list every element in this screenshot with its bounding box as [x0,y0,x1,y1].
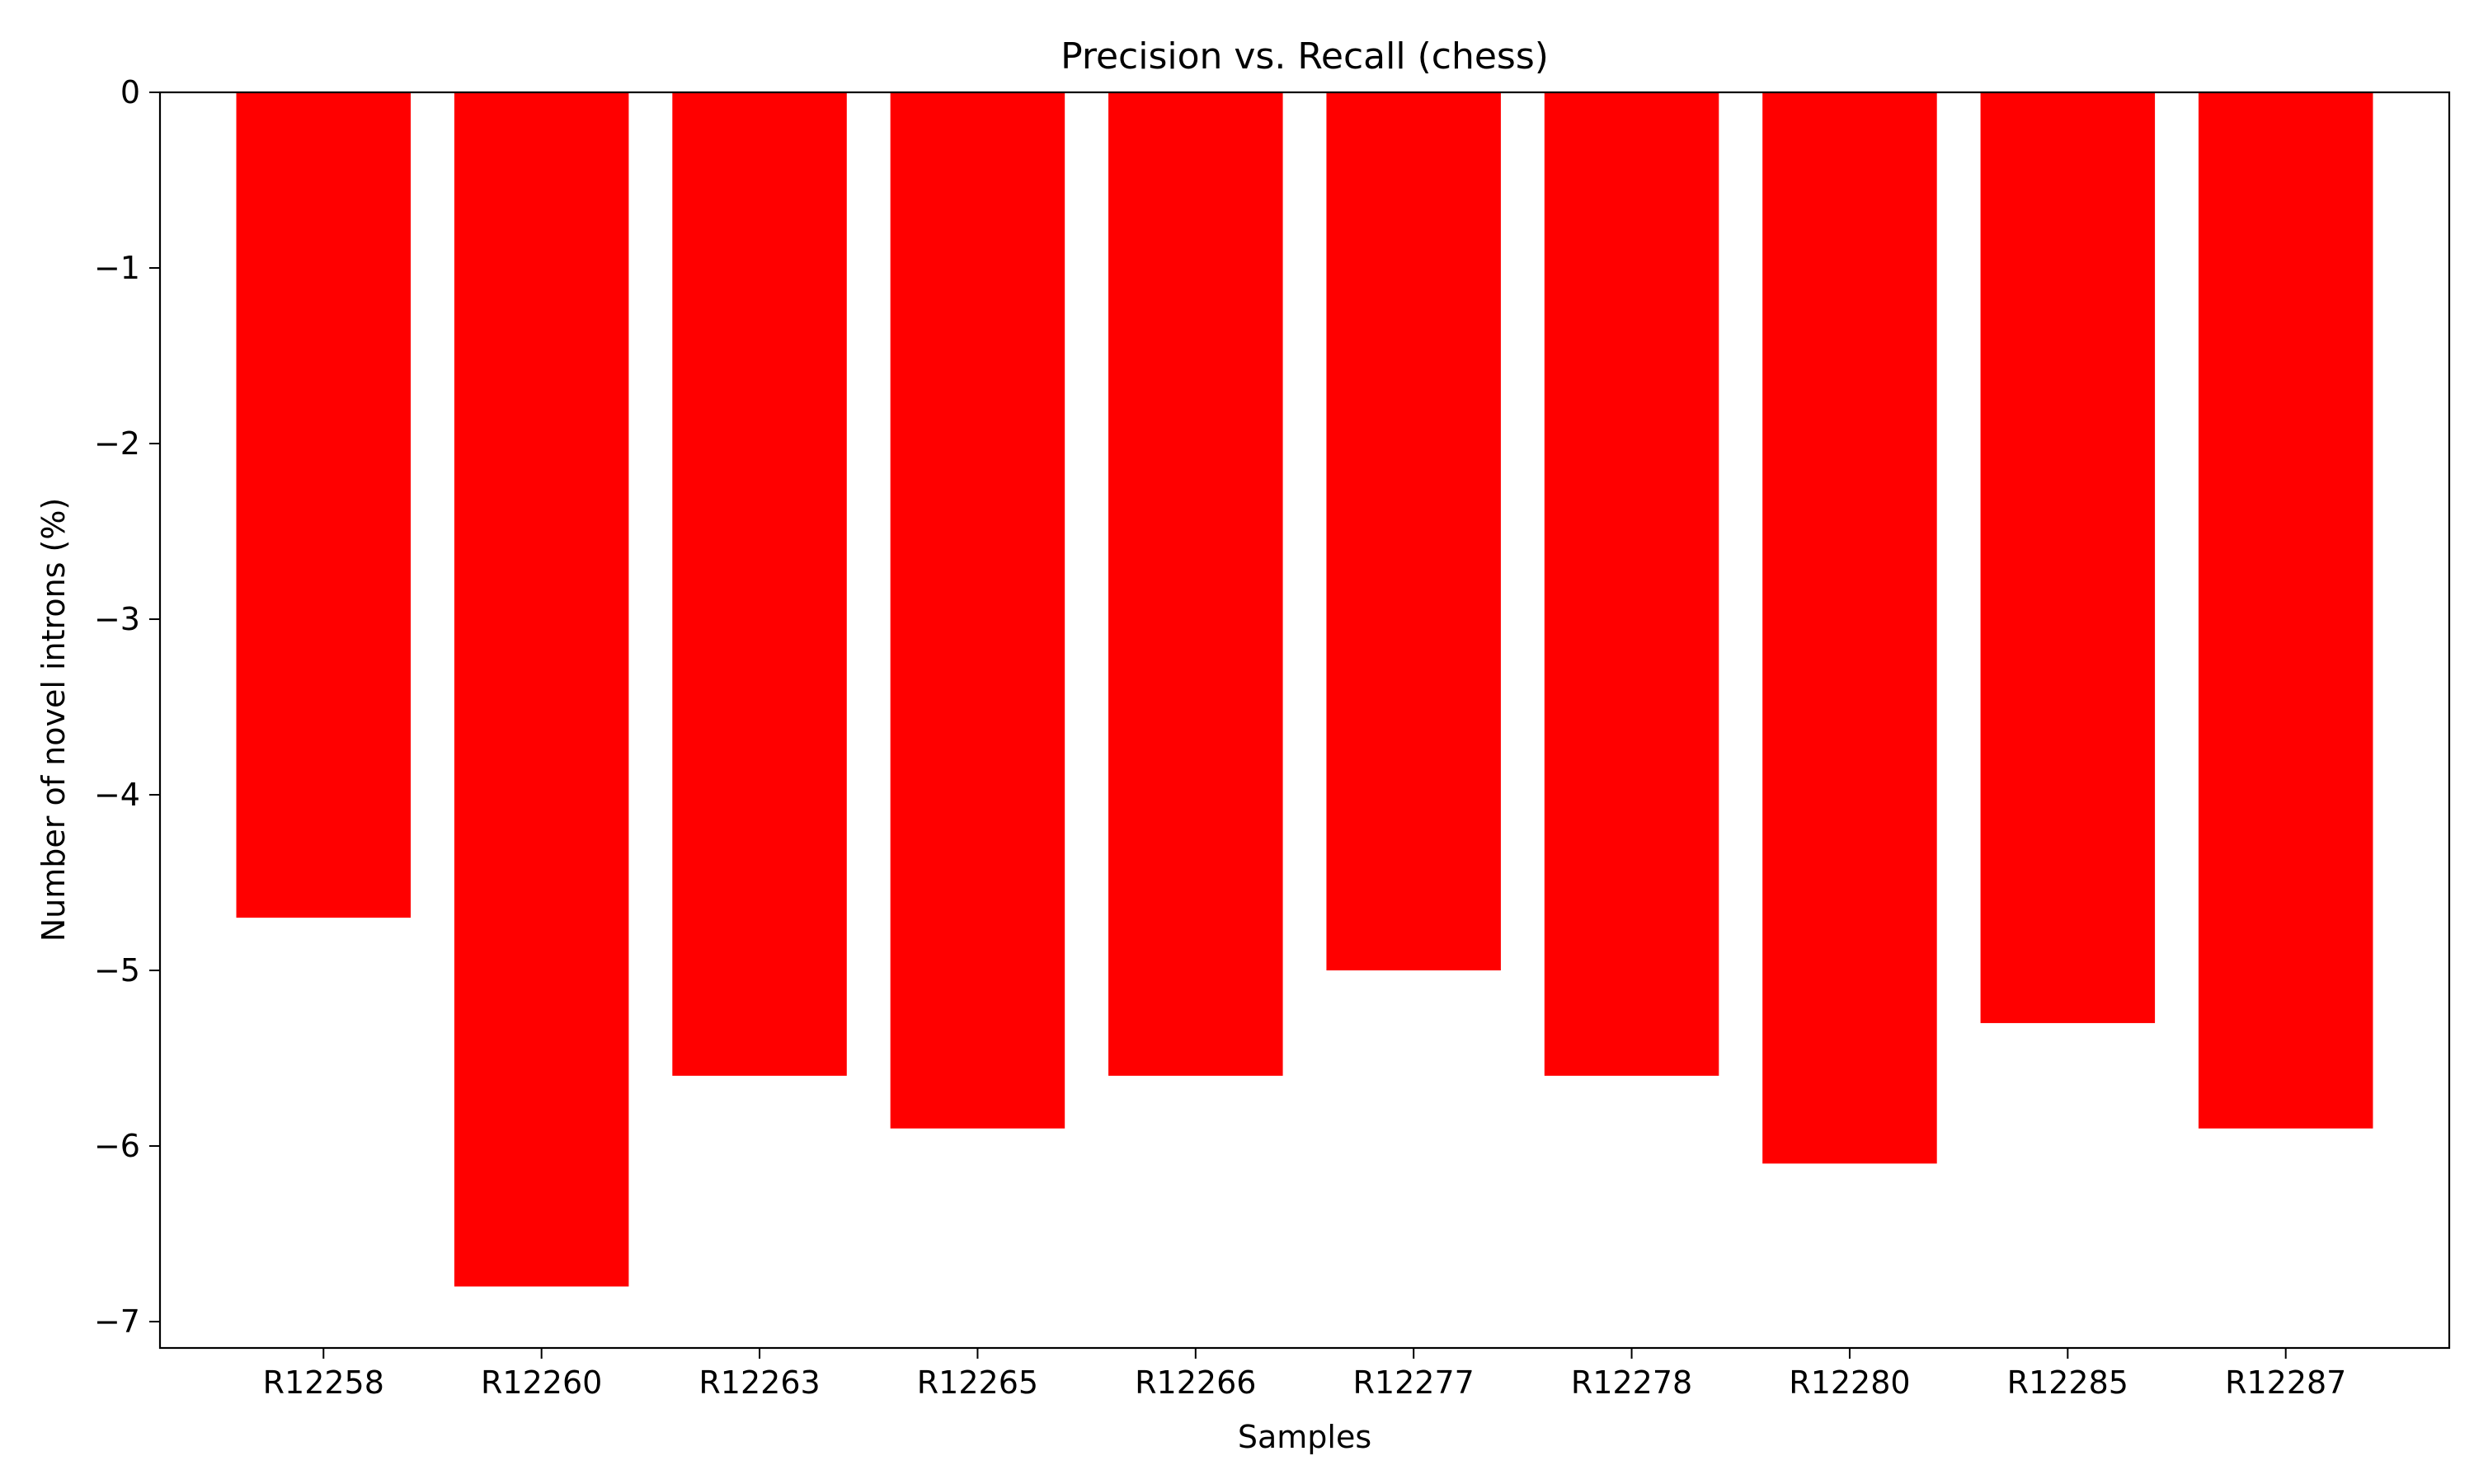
y-axis: 0 −1 −2 −3 −4 −5 −6 −7 [94,74,160,1340]
bar-R12260 [454,92,629,1287]
x-tick-label: R12285 [2007,1364,2128,1401]
bar-R12277 [1326,92,1501,971]
bar-R12287 [2198,92,2373,1129]
bar-R12263 [672,92,847,1076]
y-axis-label: Number of novel introns (%) [35,498,72,942]
bar-R12280 [1762,92,1937,1164]
y-tick-label: 0 [120,74,140,110]
x-tick-label: R12260 [481,1364,602,1401]
y-tick-label: −3 [94,601,140,637]
x-axis-label: Samples [1238,1419,1371,1455]
y-tick-label: −2 [94,425,140,462]
y-tick-label: −5 [94,952,140,989]
x-tick-label: R12263 [698,1364,820,1401]
bar-R12258 [236,92,412,918]
bar-R12285 [1980,92,2156,1023]
chart-title: Precision vs. Recall (chess) [1061,35,1549,77]
y-tick-label: −7 [94,1303,140,1340]
y-tick-label: −4 [94,777,140,813]
x-tick-label: R12258 [263,1364,384,1401]
bar-R12266 [1108,92,1283,1076]
plot-frame [158,91,2451,1350]
y-tick-label: −6 [94,1128,140,1164]
bar-R12265 [890,92,1065,1129]
x-tick-label: R12266 [1135,1364,1256,1401]
x-tick-label: R12280 [1789,1364,1910,1401]
x-axis: R12258 R12260 R12263 R12265 R12266 R12277 R122… [263,1348,2346,1401]
x-tick-label: R12278 [1571,1364,1692,1401]
x-tick-label: R12265 [917,1364,1038,1401]
x-tick-label: R12287 [2225,1364,2346,1401]
bar-R12278 [1544,92,1719,1076]
bars [236,92,2373,1287]
x-tick-label: R12277 [1353,1364,1475,1401]
y-tick-label: −1 [94,250,140,286]
